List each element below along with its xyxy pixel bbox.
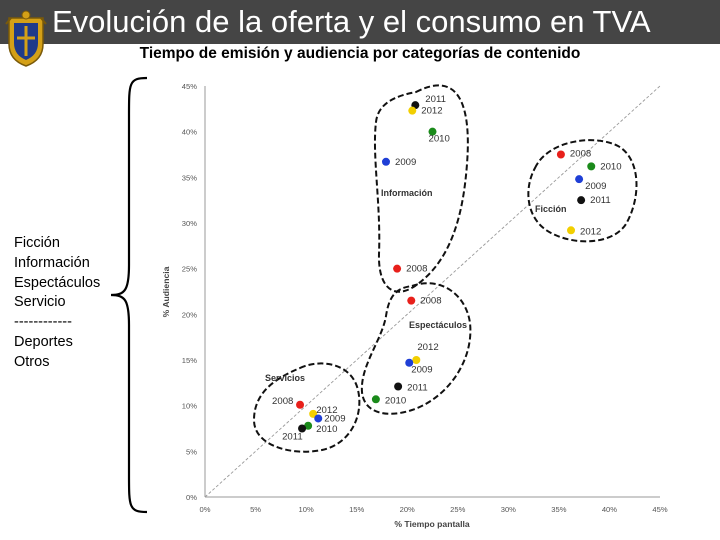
category-item-otros: Otros xyxy=(14,353,50,370)
data-point-informacion-2010 xyxy=(428,127,437,136)
x-axis-title: % Tiempo pantalla xyxy=(394,519,470,529)
y-tick-labels: 0% 5% 10% 15% 20% 25% 30% 35% 40% 45% xyxy=(182,82,197,502)
x-tick-label: 0% xyxy=(200,505,211,514)
chart-subtitle: Tiempo de emisión y audiencia por catego… xyxy=(139,45,581,62)
category-list: Ficción Información Espectáculos Servici… xyxy=(14,234,100,373)
group-outlines xyxy=(252,84,638,453)
scatter-chart: 0% 5% 10% 15% 20% 25% 30% 35% 40% 45% 0%… xyxy=(161,82,668,529)
x-tick-label: 45% xyxy=(652,505,667,514)
x-tick-labels: 0% 5% 10% 15% 20% 25% 30% 35% 40% 45% xyxy=(200,505,668,514)
data-point-labels: 2011201220102009200820082010200920112012… xyxy=(272,94,622,442)
data-point-ficcion-2012 xyxy=(567,226,576,235)
y-tick-label: 10% xyxy=(182,402,197,411)
x-tick-label: 5% xyxy=(250,505,261,514)
category-item-espectaculos: Espectáculos xyxy=(14,274,101,291)
data-label-ficcion-2009: 2009 xyxy=(585,181,606,192)
x-tick-label: 15% xyxy=(349,505,364,514)
data-label-informacion-2011: 2011 xyxy=(425,94,446,105)
data-point-servicios-2011 xyxy=(298,424,307,433)
data-label-espectaculos-2010: 2010 xyxy=(385,395,406,406)
data-label-servicios-2010: 2010 xyxy=(316,424,337,435)
y-tick-label: 0% xyxy=(186,493,197,502)
data-point-espectaculos-2009 xyxy=(405,358,414,367)
data-label-espectaculos-2012: 2012 xyxy=(417,342,438,353)
x-tick-label: 25% xyxy=(450,505,465,514)
category-item-servicio: Servicio xyxy=(14,294,66,311)
y-tick-label: 15% xyxy=(182,356,197,365)
data-point-ficcion-2010 xyxy=(587,162,596,171)
data-point-servicios-2008 xyxy=(296,400,305,409)
y-tick-label: 45% xyxy=(182,82,197,91)
data-label-informacion-2012: 2012 xyxy=(421,106,442,117)
ficcion-group-outline xyxy=(527,139,638,243)
servicios-group-outline xyxy=(252,362,361,453)
title-bar xyxy=(0,0,720,44)
data-point-espectaculos-2008 xyxy=(407,296,416,305)
data-point-ficcion-2011 xyxy=(577,196,586,205)
y-tick-label: 40% xyxy=(182,128,197,137)
data-label-servicios-2009: 2009 xyxy=(324,413,345,424)
informacion-group-outline xyxy=(373,84,469,293)
data-point-ficcion-2008 xyxy=(556,150,565,159)
data-label-servicios-2011: 2011 xyxy=(282,432,303,443)
data-label-ficcion-2011: 2011 xyxy=(590,195,611,206)
y-tick-label: 35% xyxy=(182,173,197,182)
x-tick-label: 35% xyxy=(551,505,566,514)
data-label-ficcion-2008: 2008 xyxy=(570,149,591,160)
data-point-servicios-2010 xyxy=(304,421,313,430)
data-point-espectaculos-2010 xyxy=(371,395,380,404)
university-crest-icon xyxy=(5,10,47,67)
data-label-informacion-2009: 2009 xyxy=(395,157,416,168)
data-label-servicios-2012: 2012 xyxy=(316,405,337,416)
group-labels: Información Ficción Espectáculos Servici… xyxy=(265,188,567,383)
data-label-servicios-2008: 2008 xyxy=(272,396,293,407)
group-label-servicios: Servicios xyxy=(265,373,305,383)
y-tick-label: 30% xyxy=(182,219,197,228)
category-item-ficcion: Ficción xyxy=(14,235,60,251)
group-label-informacion: Información xyxy=(381,188,433,198)
diagonal-reference-line xyxy=(204,85,661,498)
data-point-espectaculos-2011 xyxy=(394,382,403,391)
data-point-informacion-2012 xyxy=(408,106,417,115)
chart-axes xyxy=(204,85,661,498)
data-label-informacion-2008: 2008 xyxy=(406,264,427,275)
x-tick-label: 30% xyxy=(501,505,516,514)
data-point-informacion-2009 xyxy=(381,157,390,166)
data-point-ficcion-2009 xyxy=(575,175,584,184)
group-label-ficcion: Ficción xyxy=(535,204,567,214)
data-label-espectaculos-2009: 2009 xyxy=(411,365,432,376)
data-label-informacion-2010: 2010 xyxy=(429,134,450,145)
data-label-ficcion-2012: 2012 xyxy=(580,226,601,237)
espectaculos-group-outline xyxy=(360,282,472,415)
x-tick-label: 10% xyxy=(299,505,314,514)
y-tick-label: 20% xyxy=(182,310,197,319)
data-points xyxy=(296,101,596,433)
y-tick-label: 5% xyxy=(186,447,197,456)
data-label-espectaculos-2008: 2008 xyxy=(420,296,441,307)
y-axis-title: % Audiencia xyxy=(161,266,171,317)
category-item-informacion: Información xyxy=(14,254,90,271)
data-point-informacion-2008 xyxy=(393,264,402,273)
data-label-espectaculos-2011: 2011 xyxy=(407,382,428,393)
category-item-deportes: Deportes xyxy=(14,333,73,350)
page-title: Evolución de la oferta y el consumo en T… xyxy=(52,4,651,39)
category-separator: ------------ xyxy=(14,314,72,331)
data-point-espectaculos-2012 xyxy=(412,356,421,364)
data-label-ficcion-2010: 2010 xyxy=(600,161,621,172)
group-label-espectaculos: Espectáculos xyxy=(409,320,467,330)
y-tick-label: 25% xyxy=(182,265,197,274)
x-tick-label: 40% xyxy=(602,505,617,514)
x-tick-label: 20% xyxy=(400,505,415,514)
curly-brace xyxy=(110,76,148,514)
data-point-servicios-2009 xyxy=(314,414,323,423)
